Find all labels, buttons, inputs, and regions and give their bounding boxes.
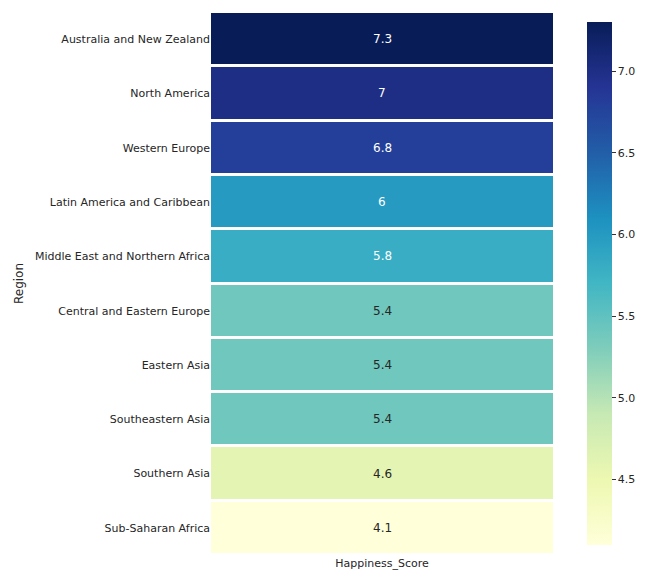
svg-text:6: 6 [378,195,386,209]
svg-text:5.4: 5.4 [373,304,392,318]
svg-text:Latin America and Caribbean: Latin America and Caribbean [50,196,210,209]
svg-text:4.5: 4.5 [618,473,636,486]
svg-text:Southeastern Asia: Southeastern Asia [110,413,210,426]
svg-text:6.5: 6.5 [618,147,636,160]
svg-text:North America: North America [130,87,210,100]
svg-text:Western Europe: Western Europe [123,142,211,155]
svg-text:Central and Eastern Europe: Central and Eastern Europe [58,305,210,318]
svg-text:7.3: 7.3 [373,32,392,46]
svg-text:Happiness_Score: Happiness_Score [335,557,429,570]
svg-text:6.0: 6.0 [618,228,636,241]
svg-text:5.0: 5.0 [618,392,636,405]
svg-text:Sub-Saharan Africa: Sub-Saharan Africa [105,522,210,535]
svg-text:Southern Asia: Southern Asia [133,467,210,480]
svg-text:7: 7 [378,86,386,100]
svg-text:5.4: 5.4 [373,412,392,426]
svg-text:Middle East and Northern Afric: Middle East and Northern Africa [35,250,210,263]
svg-text:Eastern Asia: Eastern Asia [142,359,210,372]
svg-text:4.6: 4.6 [373,467,392,481]
svg-text:6.8: 6.8 [373,141,392,155]
svg-text:5.4: 5.4 [373,358,392,372]
svg-text:5.5: 5.5 [618,310,636,323]
svg-text:Australia and New Zealand: Australia and New Zealand [61,33,210,46]
svg-text:Region: Region [12,263,26,304]
svg-text:7.0: 7.0 [618,65,636,78]
svg-text:4.1: 4.1 [373,521,392,535]
svg-text:5.8: 5.8 [373,249,392,263]
